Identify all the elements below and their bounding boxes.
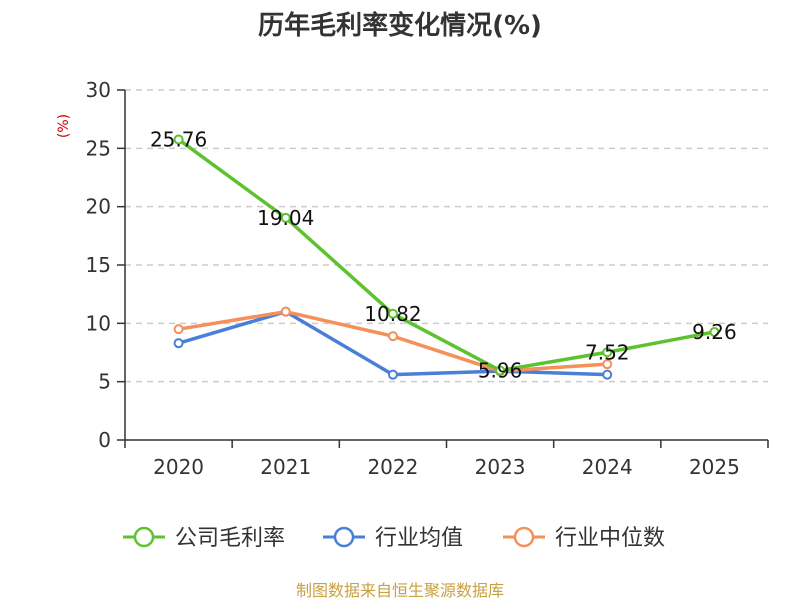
data-point xyxy=(387,331,398,342)
chart-title: 历年毛利率变化情况(%) xyxy=(258,10,542,41)
data-point xyxy=(602,369,613,380)
series-0 xyxy=(173,134,720,376)
x-tick-label: 2021 xyxy=(260,455,311,479)
y-tick-label: 0 xyxy=(98,428,111,452)
source-note: 制图数据来自恒生聚源数据库 xyxy=(296,581,504,600)
x-tick-label: 2023 xyxy=(475,455,526,479)
series-lines xyxy=(173,134,720,380)
y-tick-label: 20 xyxy=(86,195,111,219)
legend-marker xyxy=(333,526,355,548)
legend-label: 行业均值 xyxy=(375,526,463,551)
y-tick-label: 25 xyxy=(86,136,111,160)
legend-label: 行业中位数 xyxy=(555,526,665,551)
data-point xyxy=(387,369,398,380)
x-tick-label: 2024 xyxy=(582,455,633,479)
data-point xyxy=(173,338,184,349)
y-tick-label: 30 xyxy=(86,78,111,102)
legend-item-1[interactable]: 行业均值 xyxy=(323,526,463,551)
data-point xyxy=(173,134,184,145)
data-point xyxy=(173,324,184,335)
data-point xyxy=(280,306,291,317)
series-line xyxy=(176,137,717,373)
y-axis-label: (%) xyxy=(56,114,72,138)
y-tick-label: 10 xyxy=(86,311,111,335)
data-label: 5.96 xyxy=(478,358,523,382)
x-tick-label: 2022 xyxy=(367,455,418,479)
series-2 xyxy=(173,306,613,377)
data-point xyxy=(280,212,291,223)
data-point xyxy=(495,365,506,376)
data-label: 7.52 xyxy=(585,340,630,364)
grid-lines xyxy=(125,89,768,383)
data-labels: 25.76 19.04 10.82 5.96 7.52 9.26 xyxy=(150,127,737,382)
y-tick-label: 5 xyxy=(98,370,111,394)
data-label: 10.82 xyxy=(364,302,421,326)
data-point xyxy=(602,347,613,358)
x-tick-label: 2020 xyxy=(153,455,204,479)
data-point xyxy=(602,359,613,370)
data-point xyxy=(387,308,398,319)
legend-marker xyxy=(133,526,155,548)
data-label: 9.26 xyxy=(692,320,737,344)
x-tick-label: 2025 xyxy=(689,455,740,479)
legend[interactable]: 公司毛利率 行业均值 行业中位数 xyxy=(123,526,665,551)
y-tick-label: 15 xyxy=(86,253,111,277)
legend-item-0[interactable]: 公司毛利率 xyxy=(123,526,285,551)
legend-marker xyxy=(513,526,535,548)
data-point xyxy=(709,326,720,337)
legend-item-2[interactable]: 行业中位数 xyxy=(503,526,665,551)
data-label: 25.76 xyxy=(150,127,207,151)
data-label: 19.04 xyxy=(257,206,314,230)
legend-label: 公司毛利率 xyxy=(175,526,285,551)
